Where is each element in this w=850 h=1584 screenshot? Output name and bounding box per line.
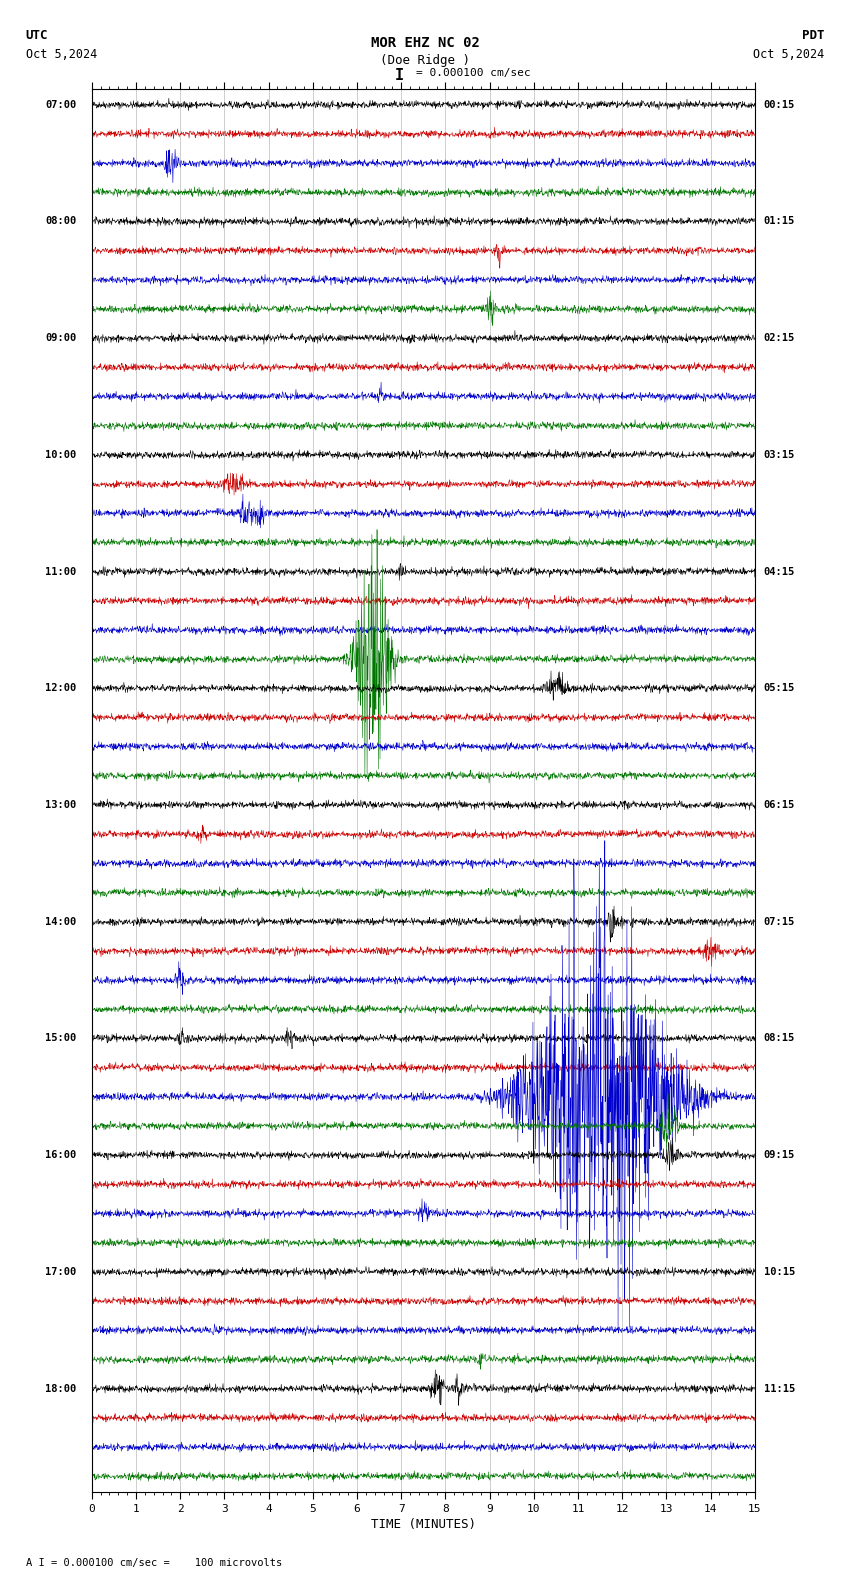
Text: 03:15: 03:15 bbox=[763, 450, 795, 459]
Text: 17:00: 17:00 bbox=[45, 1267, 76, 1277]
Text: 12:00: 12:00 bbox=[45, 683, 76, 694]
Text: = 0.000100 cm/sec: = 0.000100 cm/sec bbox=[416, 68, 531, 78]
Text: MOR EHZ NC 02: MOR EHZ NC 02 bbox=[371, 36, 479, 51]
Text: 11:00: 11:00 bbox=[45, 567, 76, 577]
Text: 07:15: 07:15 bbox=[763, 917, 795, 927]
Text: 14:00: 14:00 bbox=[45, 917, 76, 927]
Text: 00:15: 00:15 bbox=[763, 100, 795, 109]
Text: 10:15: 10:15 bbox=[763, 1267, 795, 1277]
Text: 13:00: 13:00 bbox=[45, 800, 76, 809]
Text: 07:00: 07:00 bbox=[45, 100, 76, 109]
Text: 15:00: 15:00 bbox=[45, 1033, 76, 1044]
Text: 01:15: 01:15 bbox=[763, 217, 795, 227]
Text: 16:00: 16:00 bbox=[45, 1150, 76, 1159]
Text: Oct 5,2024: Oct 5,2024 bbox=[753, 48, 824, 60]
Text: 09:00: 09:00 bbox=[45, 333, 76, 344]
Text: 18:00: 18:00 bbox=[45, 1383, 76, 1394]
Text: 04:15: 04:15 bbox=[763, 567, 795, 577]
Text: A I = 0.000100 cm/sec =    100 microvolts: A I = 0.000100 cm/sec = 100 microvolts bbox=[26, 1559, 281, 1568]
Text: 09:15: 09:15 bbox=[763, 1150, 795, 1159]
Text: UTC: UTC bbox=[26, 29, 48, 41]
Text: PDT: PDT bbox=[802, 29, 824, 41]
Text: 05:15: 05:15 bbox=[763, 683, 795, 694]
Text: 11:15: 11:15 bbox=[763, 1383, 795, 1394]
Text: I: I bbox=[395, 68, 404, 82]
Text: 02:15: 02:15 bbox=[763, 333, 795, 344]
Text: 08:15: 08:15 bbox=[763, 1033, 795, 1044]
Text: (Doe Ridge ): (Doe Ridge ) bbox=[380, 54, 470, 67]
Text: 10:00: 10:00 bbox=[45, 450, 76, 459]
Text: 06:15: 06:15 bbox=[763, 800, 795, 809]
X-axis label: TIME (MINUTES): TIME (MINUTES) bbox=[371, 1517, 476, 1532]
Text: Oct 5,2024: Oct 5,2024 bbox=[26, 48, 97, 60]
Text: 08:00: 08:00 bbox=[45, 217, 76, 227]
